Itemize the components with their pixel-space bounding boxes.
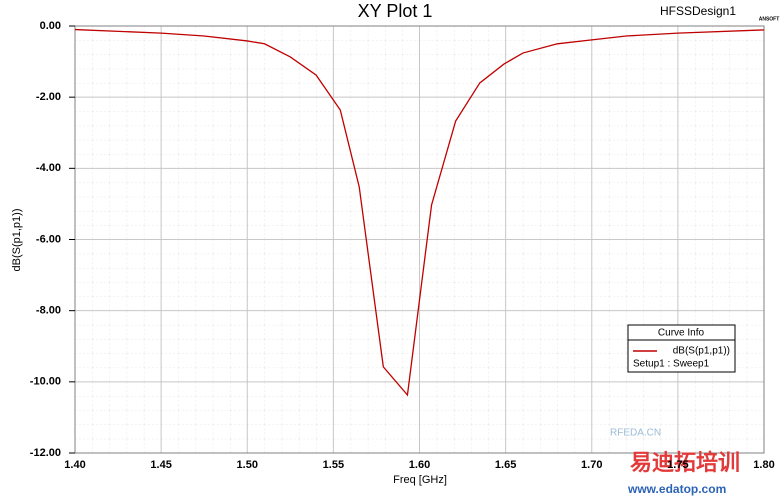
y-axis-label: dB(S(p1,p1)) <box>11 209 23 272</box>
chart-title: XY Plot 1 <box>358 1 433 21</box>
x-tick-label: 1.80 <box>753 459 774 471</box>
y-tick-label: -12.00 <box>30 447 61 459</box>
x-tick-label: 1.40 <box>64 459 85 471</box>
legend-entry: dB(S(p1,p1)) <box>673 346 730 357</box>
x-tick-label: 1.50 <box>237 459 258 471</box>
watermark: RFEDA.CN <box>610 428 661 439</box>
legend-title: Curve Info <box>658 328 705 339</box>
logo: ANSOFT <box>759 16 780 22</box>
y-tick-label: -10.00 <box>30 376 61 388</box>
legend: Curve Info dB(S(p1,p1)) Setup1 : Sweep1 <box>627 324 736 373</box>
x-axis-label: Freq [GHz] <box>393 474 447 486</box>
y-tick-label: 0.00 <box>40 20 61 32</box>
y-tick-label: -4.00 <box>36 162 61 174</box>
y-tick-label: -2.00 <box>36 91 61 103</box>
watermark: www.edatop.com <box>627 482 726 496</box>
x-tick-label: 1.45 <box>150 459 171 471</box>
x-tick-label: 1.65 <box>495 459 516 471</box>
y-tick-label: -6.00 <box>36 233 61 245</box>
y-tick-label: -8.00 <box>36 305 61 317</box>
x-tick-label: 1.55 <box>323 459 344 471</box>
x-tick-label: 1.70 <box>581 459 602 471</box>
watermark: 易迪拓培训 <box>630 450 740 475</box>
legend-subtitle: Setup1 : Sweep1 <box>633 359 710 370</box>
data-line <box>74 28 765 397</box>
x-tick-label: 1.75 <box>667 459 688 471</box>
x-tick-label: 1.60 <box>409 459 430 471</box>
design-name: HFSSDesign1 <box>660 4 736 18</box>
